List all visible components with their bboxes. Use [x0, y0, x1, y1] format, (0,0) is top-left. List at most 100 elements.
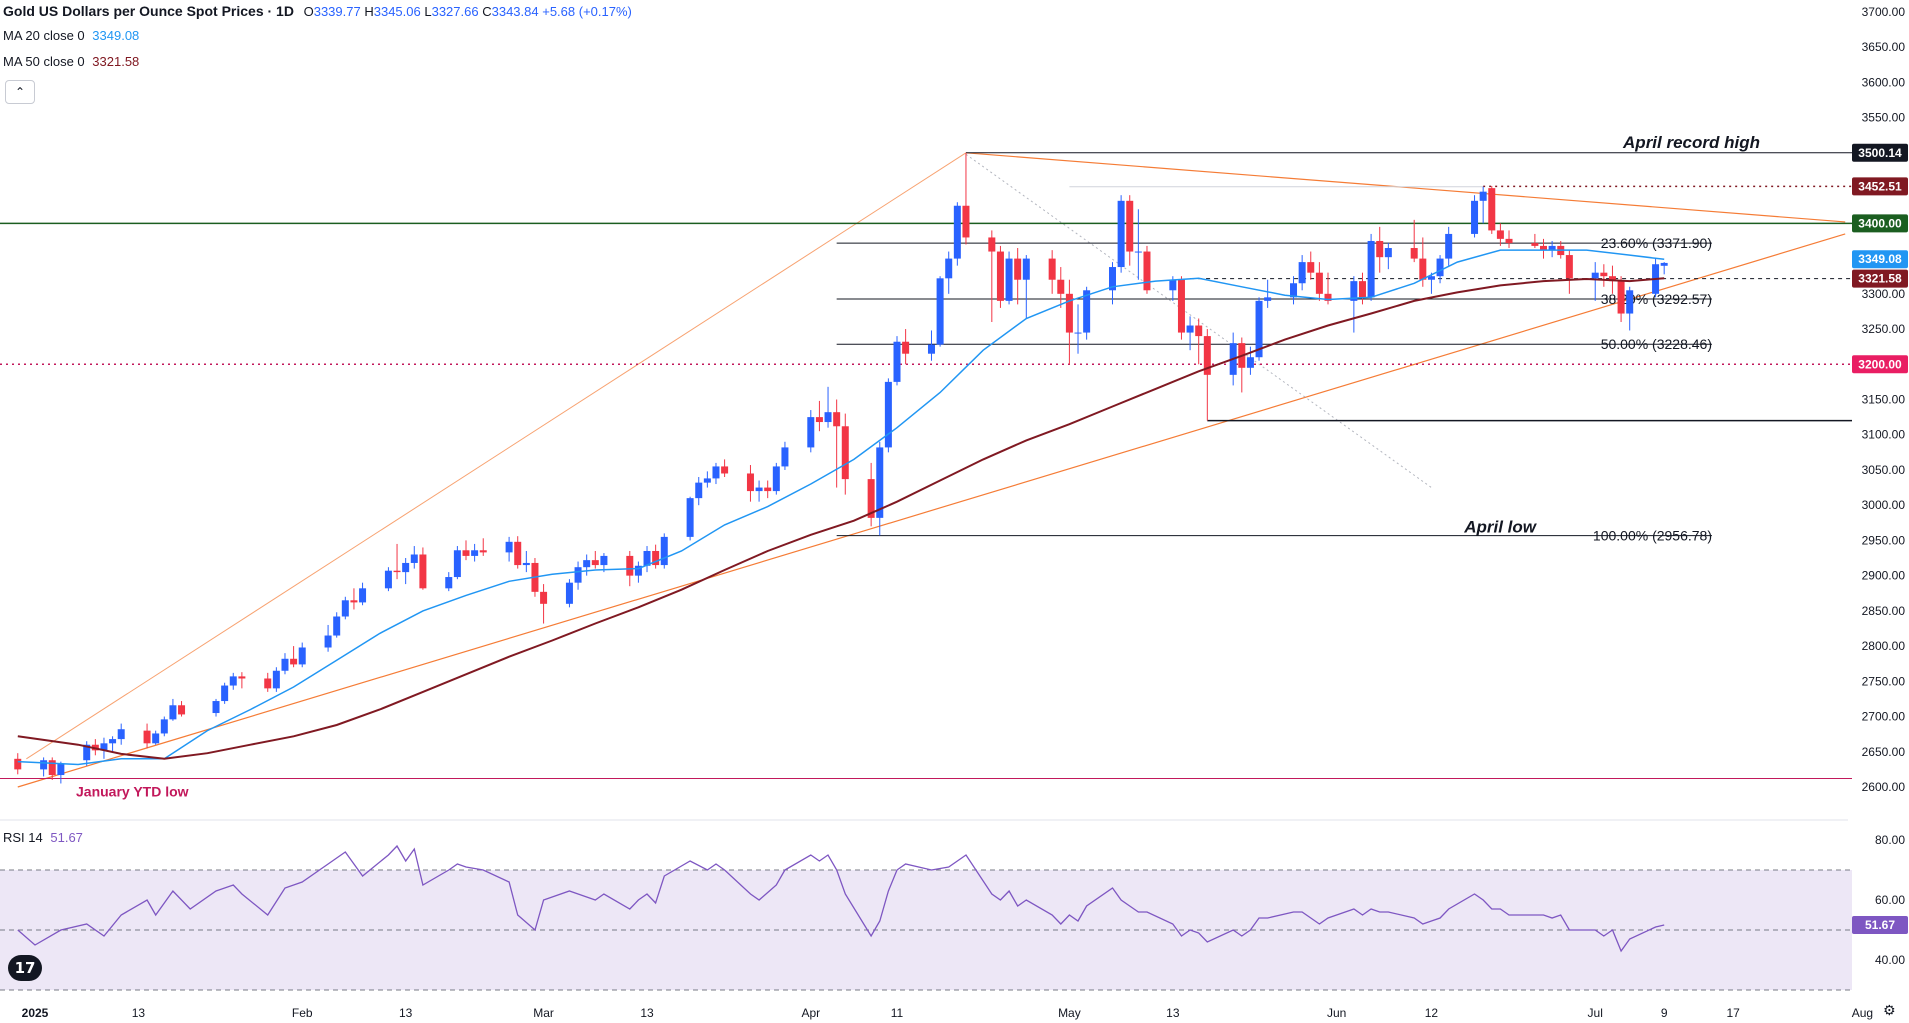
candle-body: [876, 447, 884, 518]
candle-body: [1358, 281, 1366, 298]
candle-body: [152, 733, 160, 744]
candle-body: [1126, 200, 1134, 252]
candle-body: [746, 473, 754, 492]
rsi-tick-label: 60.00: [1875, 893, 1905, 907]
candle-body: [410, 554, 418, 563]
candle-body: [1591, 272, 1599, 279]
level-badge: 3452.51: [1858, 179, 1902, 193]
candle-body: [721, 466, 729, 474]
candle-body: [1074, 332, 1082, 334]
high-label: H: [364, 4, 374, 19]
candle-body: [574, 567, 582, 583]
candle-body: [350, 600, 358, 603]
candle-body: [626, 555, 634, 576]
ma20-line: [17, 249, 1665, 766]
rsi-value: 51.67: [50, 830, 83, 845]
symbol-title[interactable]: Gold US Dollars per Ounce Spot Prices · …: [3, 3, 294, 19]
ma50-value: 3321.58: [92, 54, 140, 69]
candle-body: [1540, 245, 1547, 251]
rsi-tick-label: 40.00: [1875, 953, 1905, 967]
y-tick-label: 2700.00: [1862, 710, 1906, 724]
candle-body: [522, 562, 530, 566]
candle-body: [755, 487, 763, 492]
high-value: 3345.06: [373, 4, 421, 19]
level-badge-bg: [1852, 355, 1908, 374]
rsi-legend[interactable]: RSI 14 51.67: [3, 830, 83, 845]
y-tick-label: 3100.00: [1862, 428, 1906, 442]
candle-body: [1203, 336, 1211, 375]
candle-body: [402, 562, 410, 573]
candle-body: [1315, 272, 1323, 294]
april-low-text: April low: [1463, 518, 1538, 537]
candle-body: [1445, 233, 1453, 259]
y-tick-label: 2800.00: [1862, 639, 1906, 653]
record-high-text: April record high: [1622, 133, 1760, 152]
candle-body: [1617, 281, 1625, 314]
ma50-line: [17, 277, 1665, 760]
candle-body: [1246, 357, 1254, 368]
candle-body: [514, 541, 522, 566]
candle-body: [384, 570, 392, 589]
ma20-value: 3349.08: [92, 28, 140, 43]
collapse-legend-button[interactable]: ⌃: [5, 80, 35, 104]
candle-body: [333, 616, 341, 636]
x-tick-label: May: [1058, 1006, 1081, 1020]
open-value: 3339.77: [313, 4, 361, 19]
candle-body: [281, 658, 289, 671]
x-tick-label: Mar: [533, 1006, 554, 1020]
y-tick-label: 2750.00: [1862, 674, 1906, 688]
candle-body: [953, 205, 961, 259]
candle-body: [471, 550, 479, 556]
ma50-name: MA 50 close 0: [3, 54, 85, 69]
candle-body: [1177, 279, 1185, 333]
candle-body: [1065, 293, 1073, 333]
candle-body: [445, 577, 453, 589]
candle-body: [1505, 238, 1513, 244]
x-tick-label: 13: [132, 1006, 146, 1020]
ma50-legend-row[interactable]: MA 50 close 0 3321.58: [3, 53, 139, 71]
candle-body: [893, 341, 901, 382]
candle-body: [884, 381, 892, 448]
tradingview-logo[interactable]: 17: [8, 955, 42, 981]
x-tick-label: 13: [1166, 1006, 1180, 1020]
candle-body: [143, 730, 151, 744]
candle-body: [57, 763, 65, 776]
rsi-badge-bg: [1852, 915, 1908, 934]
candle-body: [1496, 230, 1504, 239]
rising-trendline-lower: [17, 233, 1846, 788]
candle-body: [1419, 258, 1427, 280]
candle-body: [1410, 248, 1418, 259]
x-tick-label: 17: [1726, 1006, 1740, 1020]
candle-body: [815, 417, 823, 423]
candle-body: [298, 647, 306, 665]
candle-body: [695, 482, 703, 499]
logo-text: 17: [14, 959, 36, 977]
candle-body: [48, 760, 56, 776]
x-tick-label: Jul: [1588, 1006, 1603, 1020]
candle-body: [686, 498, 694, 537]
y-tick-label: 3300.00: [1862, 287, 1906, 301]
candle-body: [1479, 191, 1487, 201]
candle-body: [643, 550, 651, 566]
candle-body: [419, 554, 427, 589]
candle-body: [1384, 248, 1392, 258]
y-tick-label: 3050.00: [1862, 463, 1906, 477]
rsi-line: [17, 844, 1665, 953]
candle-body: [1660, 262, 1668, 266]
candle-body: [1022, 258, 1030, 280]
candle-body: [712, 466, 720, 479]
candle-body: [583, 560, 591, 568]
candle-body: [902, 341, 910, 354]
candle-body: [1186, 325, 1194, 333]
y-tick-label: 3000.00: [1862, 498, 1906, 512]
candle-body: [824, 412, 832, 423]
candle-body: [1083, 290, 1091, 333]
candle-body: [1436, 258, 1444, 277]
settings-gear-icon[interactable]: ⚙: [1883, 1003, 1899, 1019]
candle-body: [505, 541, 513, 553]
level-badge: 3400.00: [1858, 216, 1902, 230]
ma20-legend-row[interactable]: MA 20 close 0 3349.08: [3, 27, 139, 45]
ma-badge-bg: [1852, 250, 1908, 269]
candle-body: [117, 729, 125, 740]
